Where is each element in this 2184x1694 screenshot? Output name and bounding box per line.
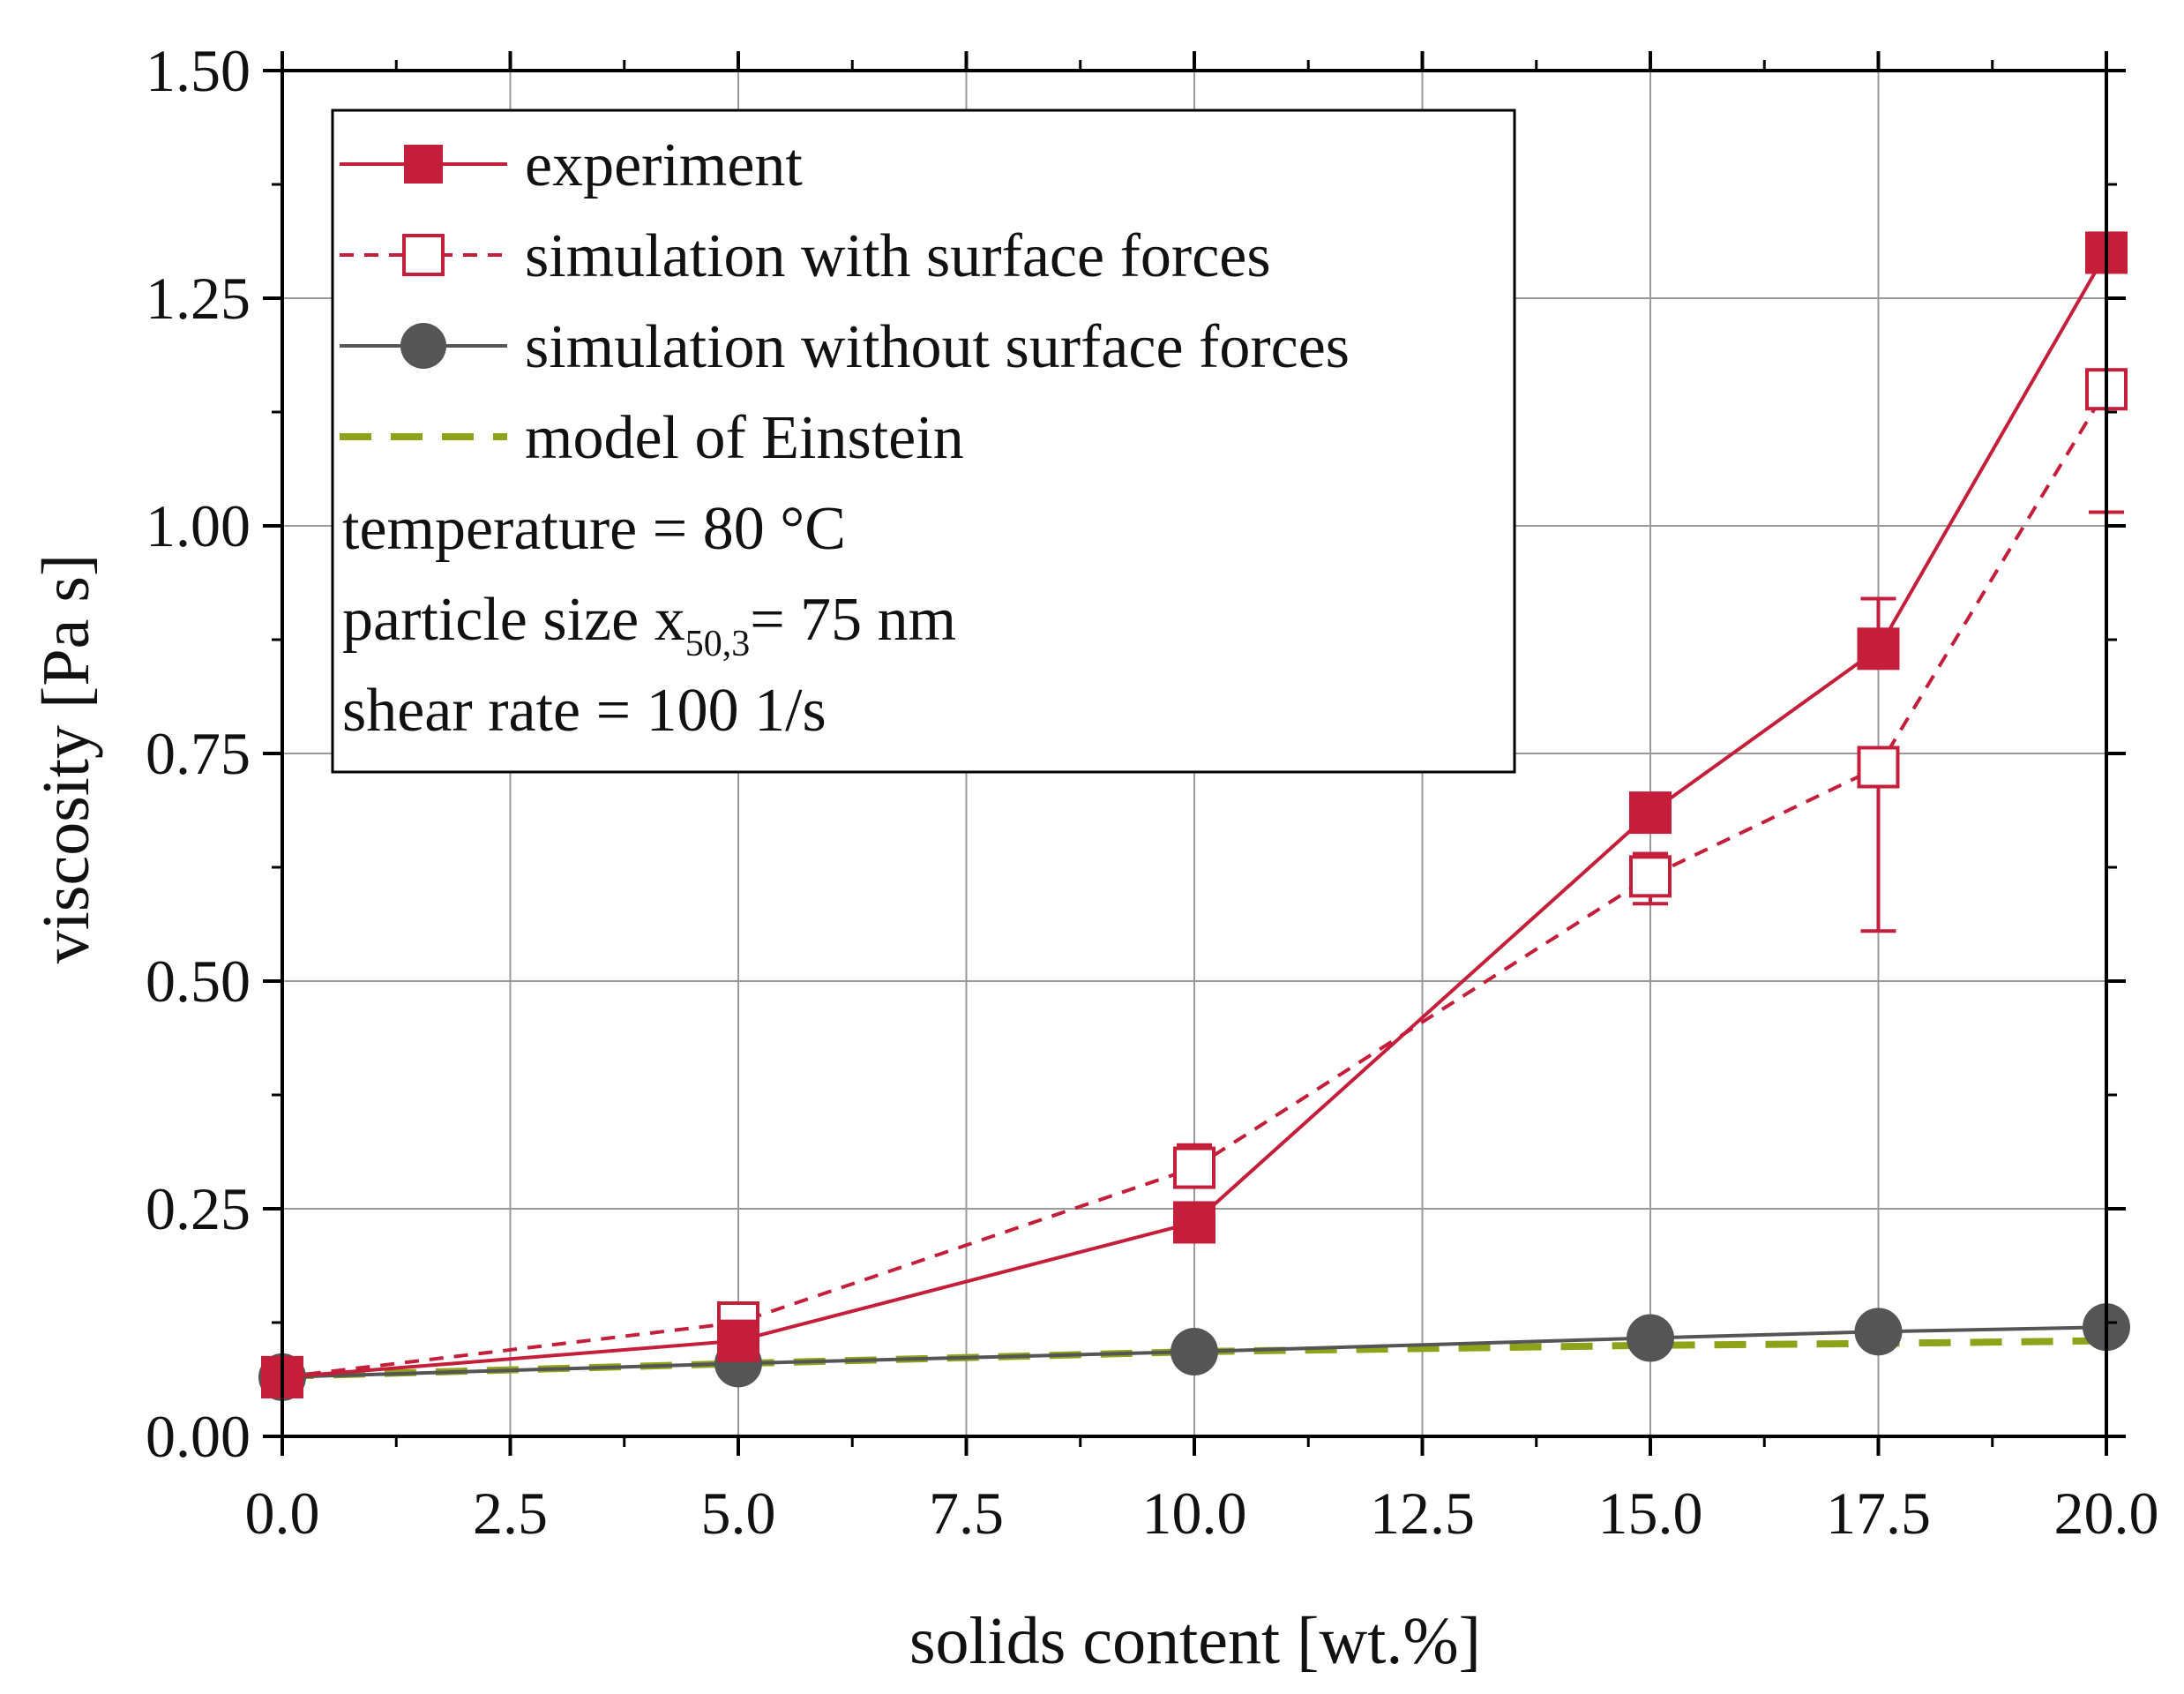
annotation-temperature: temperature = 80 °C [342,495,846,563]
series-line [281,1325,2107,1379]
data-point [1857,627,1900,671]
data-point [1171,1328,1218,1376]
annotation-shear-rate: shear rate = 100 1/s [342,677,826,745]
y-tick-label: 0.75 [146,720,251,787]
series-line [281,388,2108,1379]
x-tick-label: 15.0 [1598,1480,1703,1547]
legend-marker-simulation-without [400,323,446,369]
data-point [1854,1308,1903,1356]
legend-label-simulation-without: simulation without surface forces [525,313,1350,381]
legend-label-experiment: experiment [525,131,803,199]
annotation-particle-value: = 75 nm [750,586,956,654]
series-line [281,251,2108,1379]
data-point [1627,1314,1674,1362]
y-tick-label: 0.00 [146,1403,251,1470]
x-tick-label: 20.0 [2054,1480,2159,1547]
data-point [1173,1146,1215,1189]
legend: experiment simulation with surface force… [331,109,1516,774]
data-point [1857,746,1900,789]
ticks: 0.0 2.5 5.0 7.5 10.0 12.5 15.0 17.5 20.0 0.00 0.25… [146,37,2159,1547]
legend-label-einstein: model of Einstein [525,404,964,472]
x-tick-label: 12.5 [1370,1480,1475,1547]
legend-marker-simulation-with [402,234,445,276]
y-tick-label: 0.25 [146,1175,251,1242]
x-tick-label: 2.5 [473,1480,548,1547]
x-tick-label: 7.5 [929,1480,1004,1547]
annotation-particle-size: particle size x50,3= 75 nm [342,586,956,664]
data-point [1629,855,1672,898]
x-axis-title: solids content [wt.%] [909,1604,1481,1678]
x-tick-label: 5.0 [701,1480,776,1547]
annotation-particle-main: particle size x [342,586,685,654]
y-tick-label: 1.00 [146,492,251,559]
legend-box [331,109,1516,774]
data-point [1173,1201,1215,1244]
y-tick-label: 1.50 [146,37,251,104]
legend-label-simulation-with: simulation with surface forces [525,222,1271,290]
y-tick-label: 1.25 [146,265,251,332]
annotation-particle-subscript: 50,3 [685,624,751,664]
legend-entry-simulation-with: simulation with surface forces [340,222,1271,290]
data-point [1629,791,1672,835]
x-tick-label: 10.0 [1142,1480,1247,1547]
legend-entry-einstein: model of Einstein [340,404,964,472]
x-tick-label: 0.0 [245,1480,320,1547]
x-tick-label: 17.5 [1826,1480,1931,1547]
legend-marker-experiment [404,145,443,184]
y-axis-title: viscosity [Pa s] [29,554,103,963]
y-tick-label: 0.50 [146,948,251,1015]
data-point [717,1319,759,1362]
legend-entry-experiment: experiment [340,131,803,199]
legend-entry-simulation-without: simulation without surface forces [340,313,1350,381]
